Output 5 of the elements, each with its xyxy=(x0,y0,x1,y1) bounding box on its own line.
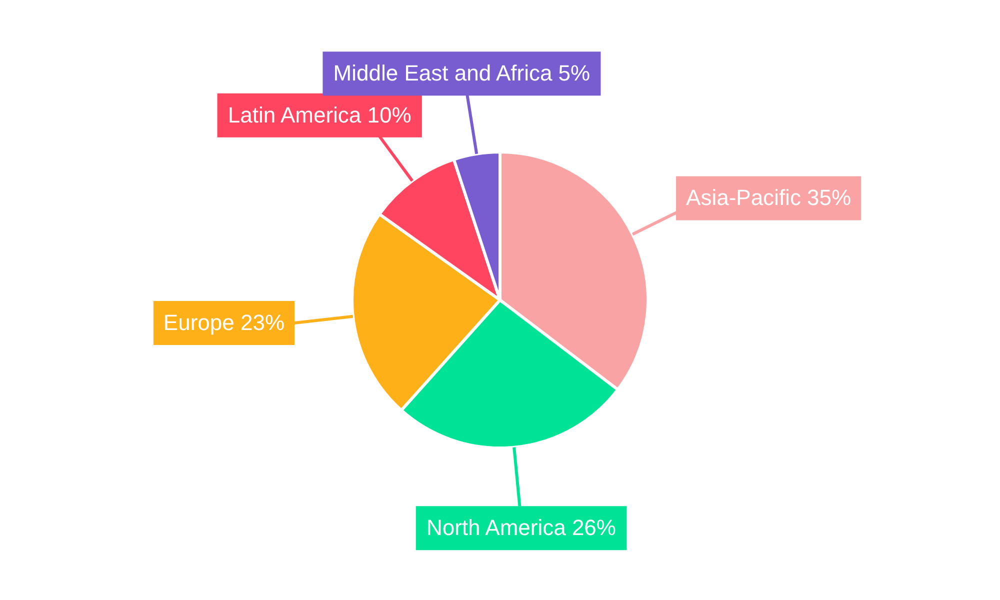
slice-label: Middle East and Africa 5% xyxy=(333,60,590,86)
slice-label: Asia-Pacific 35% xyxy=(686,185,852,210)
slice-label: Europe 23% xyxy=(163,310,285,335)
slice-label: North America 26% xyxy=(426,515,616,540)
slice-label: Latin America 10% xyxy=(228,102,412,128)
